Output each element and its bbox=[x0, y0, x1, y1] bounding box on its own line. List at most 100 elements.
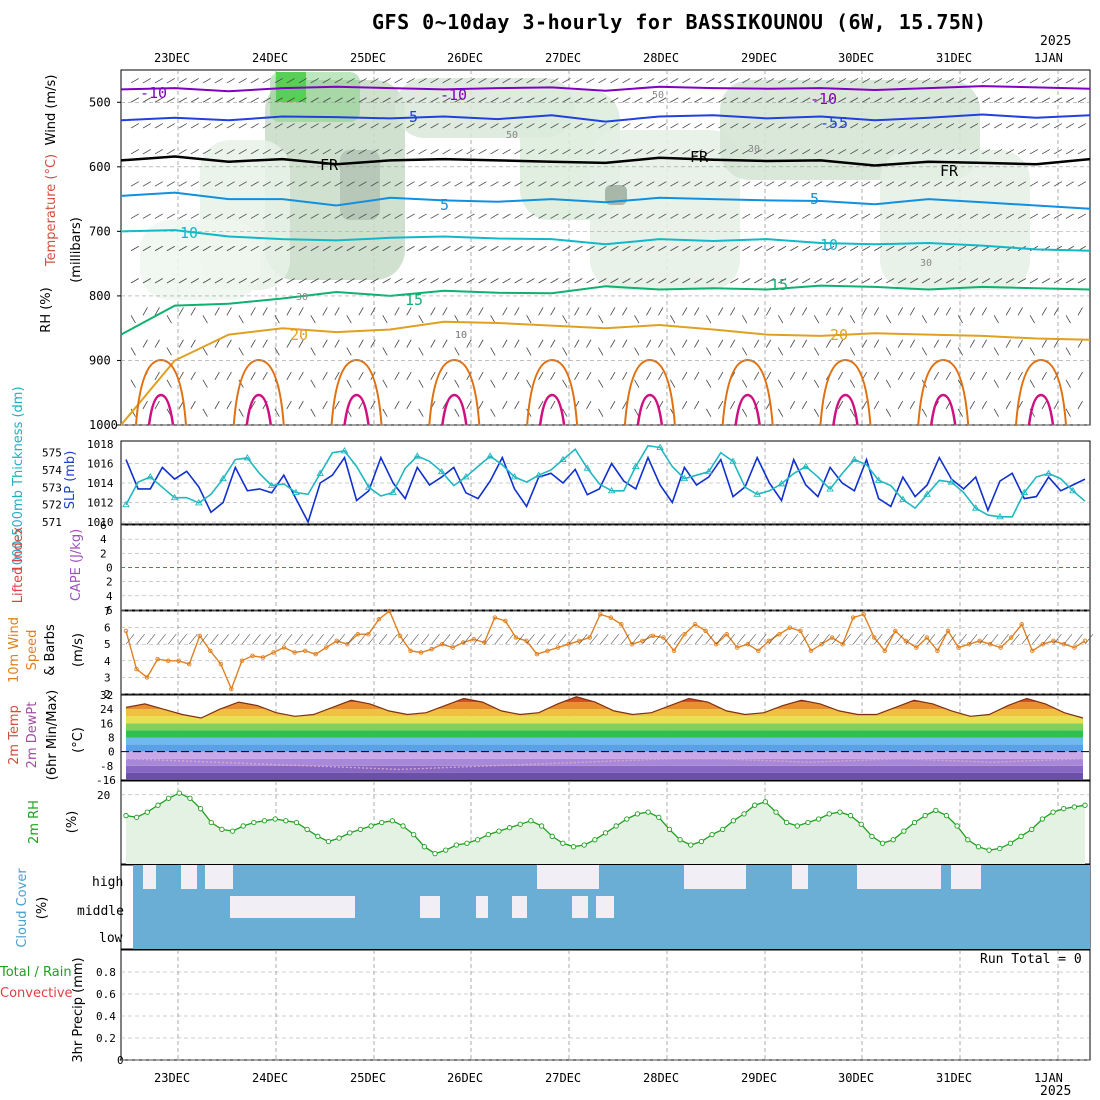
wind-barb bbox=[1041, 339, 1047, 348]
wind-barb bbox=[418, 278, 427, 284]
thickness-marker bbox=[462, 473, 470, 480]
year-top-label: 2025 bbox=[1040, 34, 1072, 49]
thickness-marker bbox=[437, 467, 446, 475]
thickness-marker bbox=[680, 474, 689, 482]
wind-barb bbox=[562, 347, 568, 356]
wind-barb bbox=[298, 339, 304, 348]
wind-barb bbox=[514, 400, 520, 410]
wind-barb bbox=[1029, 278, 1039, 284]
wind-barb bbox=[154, 149, 163, 155]
series-2m-temp bbox=[125, 696, 1084, 719]
wind-barb bbox=[142, 278, 151, 284]
wind-barb bbox=[298, 213, 307, 219]
wind-barb bbox=[706, 181, 715, 187]
wind-barb bbox=[442, 245, 451, 252]
wind-barb bbox=[849, 408, 856, 417]
wind-barb bbox=[622, 213, 631, 219]
wind-barb bbox=[933, 245, 943, 252]
wind-barb bbox=[598, 123, 607, 129]
contour-label: -5 bbox=[830, 114, 848, 132]
wind-barb bbox=[298, 307, 304, 316]
wind-barb bbox=[538, 181, 547, 187]
wind-barb bbox=[706, 278, 715, 284]
wind-barb bbox=[789, 400, 796, 410]
wind-barb bbox=[418, 347, 424, 356]
wind-barb bbox=[1029, 379, 1035, 388]
side-label-thickness: 1000-500mb Thickness (dm) bbox=[11, 386, 26, 573]
wind-marker bbox=[629, 641, 635, 647]
side-label-wind-unit: (m/s) bbox=[71, 633, 86, 667]
y-tick-thickness: 574 bbox=[42, 464, 62, 477]
surface-wind-barb bbox=[831, 634, 841, 645]
wind-barb bbox=[634, 278, 643, 284]
contour-label: -10 bbox=[140, 84, 167, 102]
wind-barb bbox=[706, 379, 712, 388]
wind-barb bbox=[1029, 78, 1039, 84]
side-label-speed: Speed bbox=[25, 630, 40, 671]
wind-barb bbox=[634, 149, 643, 155]
cloud-clear-high bbox=[577, 865, 599, 889]
wind-marker bbox=[945, 628, 951, 634]
wind-barb bbox=[538, 97, 547, 103]
rh-marker bbox=[869, 833, 875, 839]
panel-frame-precip bbox=[120, 949, 1091, 1061]
contour-label: -10 bbox=[440, 86, 467, 104]
wind-barb bbox=[130, 213, 139, 219]
surface-wind-barb bbox=[779, 634, 788, 645]
wind-barb bbox=[526, 149, 535, 155]
rh-marker bbox=[954, 823, 960, 829]
wind-barb bbox=[802, 245, 811, 252]
wind-barb bbox=[406, 149, 415, 155]
wind-barb bbox=[202, 123, 211, 129]
wind-barb bbox=[238, 97, 247, 103]
wind-barb bbox=[945, 371, 951, 381]
wind-barb bbox=[454, 379, 460, 388]
y-tick-slp: 1010 bbox=[87, 516, 114, 529]
wind-barb bbox=[849, 379, 856, 388]
wind-barb bbox=[478, 278, 487, 284]
wind-barb bbox=[262, 149, 271, 155]
thickness-marker bbox=[1044, 469, 1053, 476]
wind-barb bbox=[166, 123, 175, 129]
wind-barb bbox=[670, 278, 679, 284]
wind-barb bbox=[358, 181, 367, 187]
contour-label: 10 bbox=[820, 236, 838, 254]
wind-marker bbox=[429, 646, 434, 652]
wind-barb bbox=[694, 307, 700, 316]
rh-marker bbox=[368, 823, 374, 829]
surface-wind-barb bbox=[484, 634, 493, 645]
wind-barb bbox=[777, 408, 784, 417]
wind-barb bbox=[154, 213, 163, 219]
wind-barb bbox=[142, 339, 148, 348]
wind-barb bbox=[886, 123, 895, 129]
wind-barb bbox=[454, 408, 460, 417]
wind-barb bbox=[981, 78, 991, 84]
wind-barb bbox=[850, 181, 859, 187]
rh-marker bbox=[922, 812, 928, 819]
wind-barb bbox=[909, 181, 919, 187]
wind-barb bbox=[322, 181, 331, 187]
cloud-clear-high bbox=[887, 865, 915, 889]
wind-marker bbox=[819, 641, 824, 647]
wind-barb bbox=[562, 213, 571, 219]
y-tick-li: 4 bbox=[106, 590, 113, 603]
wind-barb bbox=[190, 400, 196, 410]
wind-barb bbox=[526, 278, 535, 284]
wind-barb bbox=[142, 213, 151, 219]
wind-barb bbox=[262, 181, 271, 187]
wind-barb bbox=[862, 181, 871, 187]
wind-barb bbox=[801, 400, 808, 410]
surface-wind-barb bbox=[125, 634, 135, 645]
surface-wind-barb bbox=[1084, 634, 1094, 645]
date-label-top: 23DEC bbox=[154, 51, 190, 65]
surface-wind-barb bbox=[1074, 634, 1083, 645]
wind-marker bbox=[861, 612, 866, 617]
wind-barb bbox=[634, 379, 640, 388]
wind-barb bbox=[226, 78, 235, 84]
rh-marker bbox=[997, 845, 1003, 852]
rh-marker bbox=[965, 837, 971, 843]
cloud-clear-high bbox=[537, 865, 562, 889]
wind-marker bbox=[492, 615, 498, 620]
wind-barb bbox=[670, 78, 679, 84]
surface-wind-barb bbox=[199, 634, 209, 645]
